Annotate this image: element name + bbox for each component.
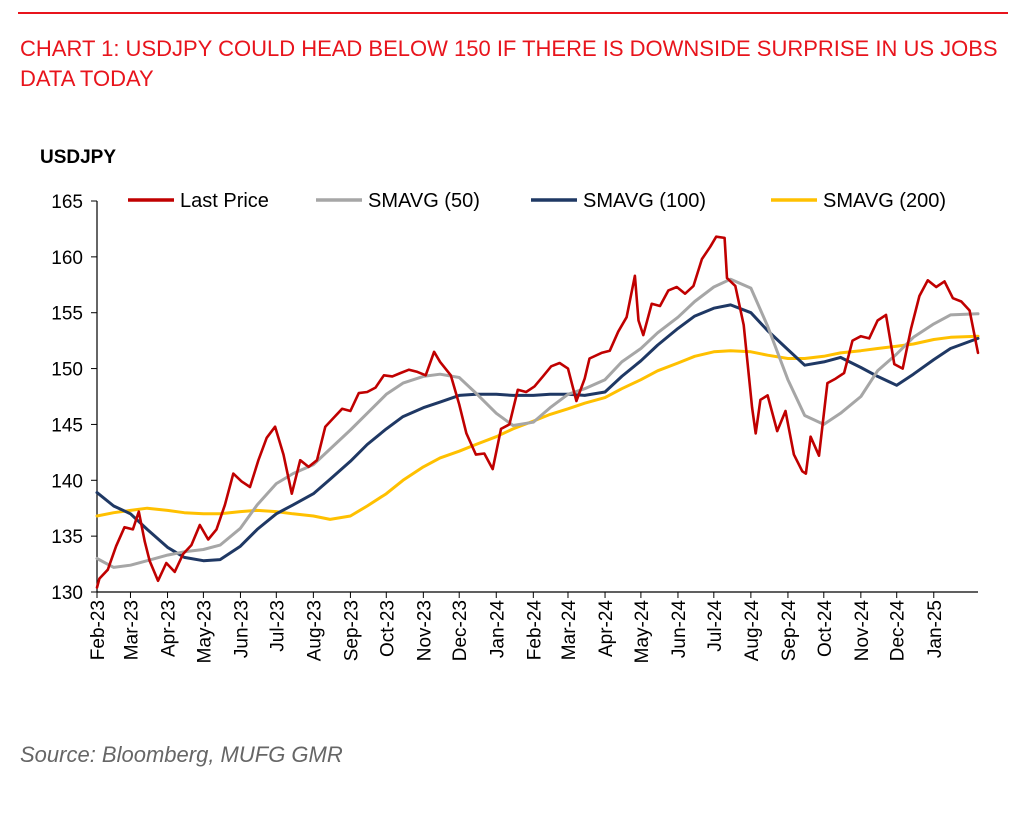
x-tick-label: Feb-24: [524, 600, 545, 661]
y-tick-label: 160: [51, 248, 83, 269]
x-tick-label: Sep-24: [779, 600, 800, 662]
x-tick-label: Aug-24: [742, 600, 763, 662]
y-tick-label: 155: [51, 304, 83, 325]
top-rule: [18, 12, 1008, 14]
x-tick-label: Mar-23: [121, 600, 142, 660]
chart-title: CHART 1: USDJPY COULD HEAD BELOW 150 IF …: [20, 36, 998, 91]
y-tick-label: 135: [51, 527, 83, 548]
y-tick-label: 130: [51, 583, 83, 604]
x-tick-label: Dec-24: [888, 600, 909, 662]
x-tick-label: Mar-24: [559, 600, 580, 661]
legend-label: SMAVG (100): [583, 190, 706, 212]
y-tick-label: 140: [51, 471, 83, 492]
y-tick-label: 145: [51, 415, 83, 436]
y-tick-label: 165: [51, 192, 83, 213]
x-tick-label: Dec-23: [450, 600, 471, 661]
x-tick-label: Jan-25: [925, 600, 946, 658]
axes: 130 135 140 145 150 155 160 165 Feb-23 Mar-23 Apr-…: [51, 192, 978, 663]
x-tick-label: Jun-24: [669, 600, 690, 659]
y-tick-label: 150: [51, 360, 83, 381]
series-lines: [95, 235, 980, 589]
x-tick-label: Feb-23: [88, 600, 109, 660]
x-tick-label: Sep-23: [341, 600, 362, 661]
x-tick-label: Jul-24: [705, 600, 726, 652]
x-tick-label: Jul-23: [267, 600, 288, 652]
x-tick-label: May-23: [194, 600, 215, 663]
legend-label: Last Price: [180, 190, 269, 212]
x-tick-label: Jan-24: [487, 600, 508, 659]
x-tick-label: Apr-23: [159, 600, 180, 657]
y-axis-title: USDJPY: [40, 147, 116, 168]
series-line-last-price: [95, 235, 980, 589]
x-tick-label: Jun-23: [231, 600, 252, 658]
series-line-smavg-100: [95, 303, 980, 563]
source-note: Source: Bloomberg, MUFG GMR: [20, 742, 343, 767]
series-line-smavg-50: [95, 277, 980, 569]
x-tick-label: Apr-24: [596, 600, 617, 657]
x-tick-label: Oct-24: [815, 600, 836, 657]
legend: Last Price SMAVG (50) SMAVG (100) SMAVG (20…: [128, 190, 946, 212]
x-tick-label: May-24: [632, 600, 653, 664]
x-tick-label: Nov-23: [414, 600, 435, 661]
x-tick-label: Aug-23: [304, 600, 325, 661]
x-tick-label: Oct-23: [377, 600, 398, 657]
legend-label: SMAVG (200): [823, 190, 946, 212]
legend-label: SMAVG (50): [368, 190, 480, 212]
x-tick-label: Nov-24: [852, 600, 873, 662]
